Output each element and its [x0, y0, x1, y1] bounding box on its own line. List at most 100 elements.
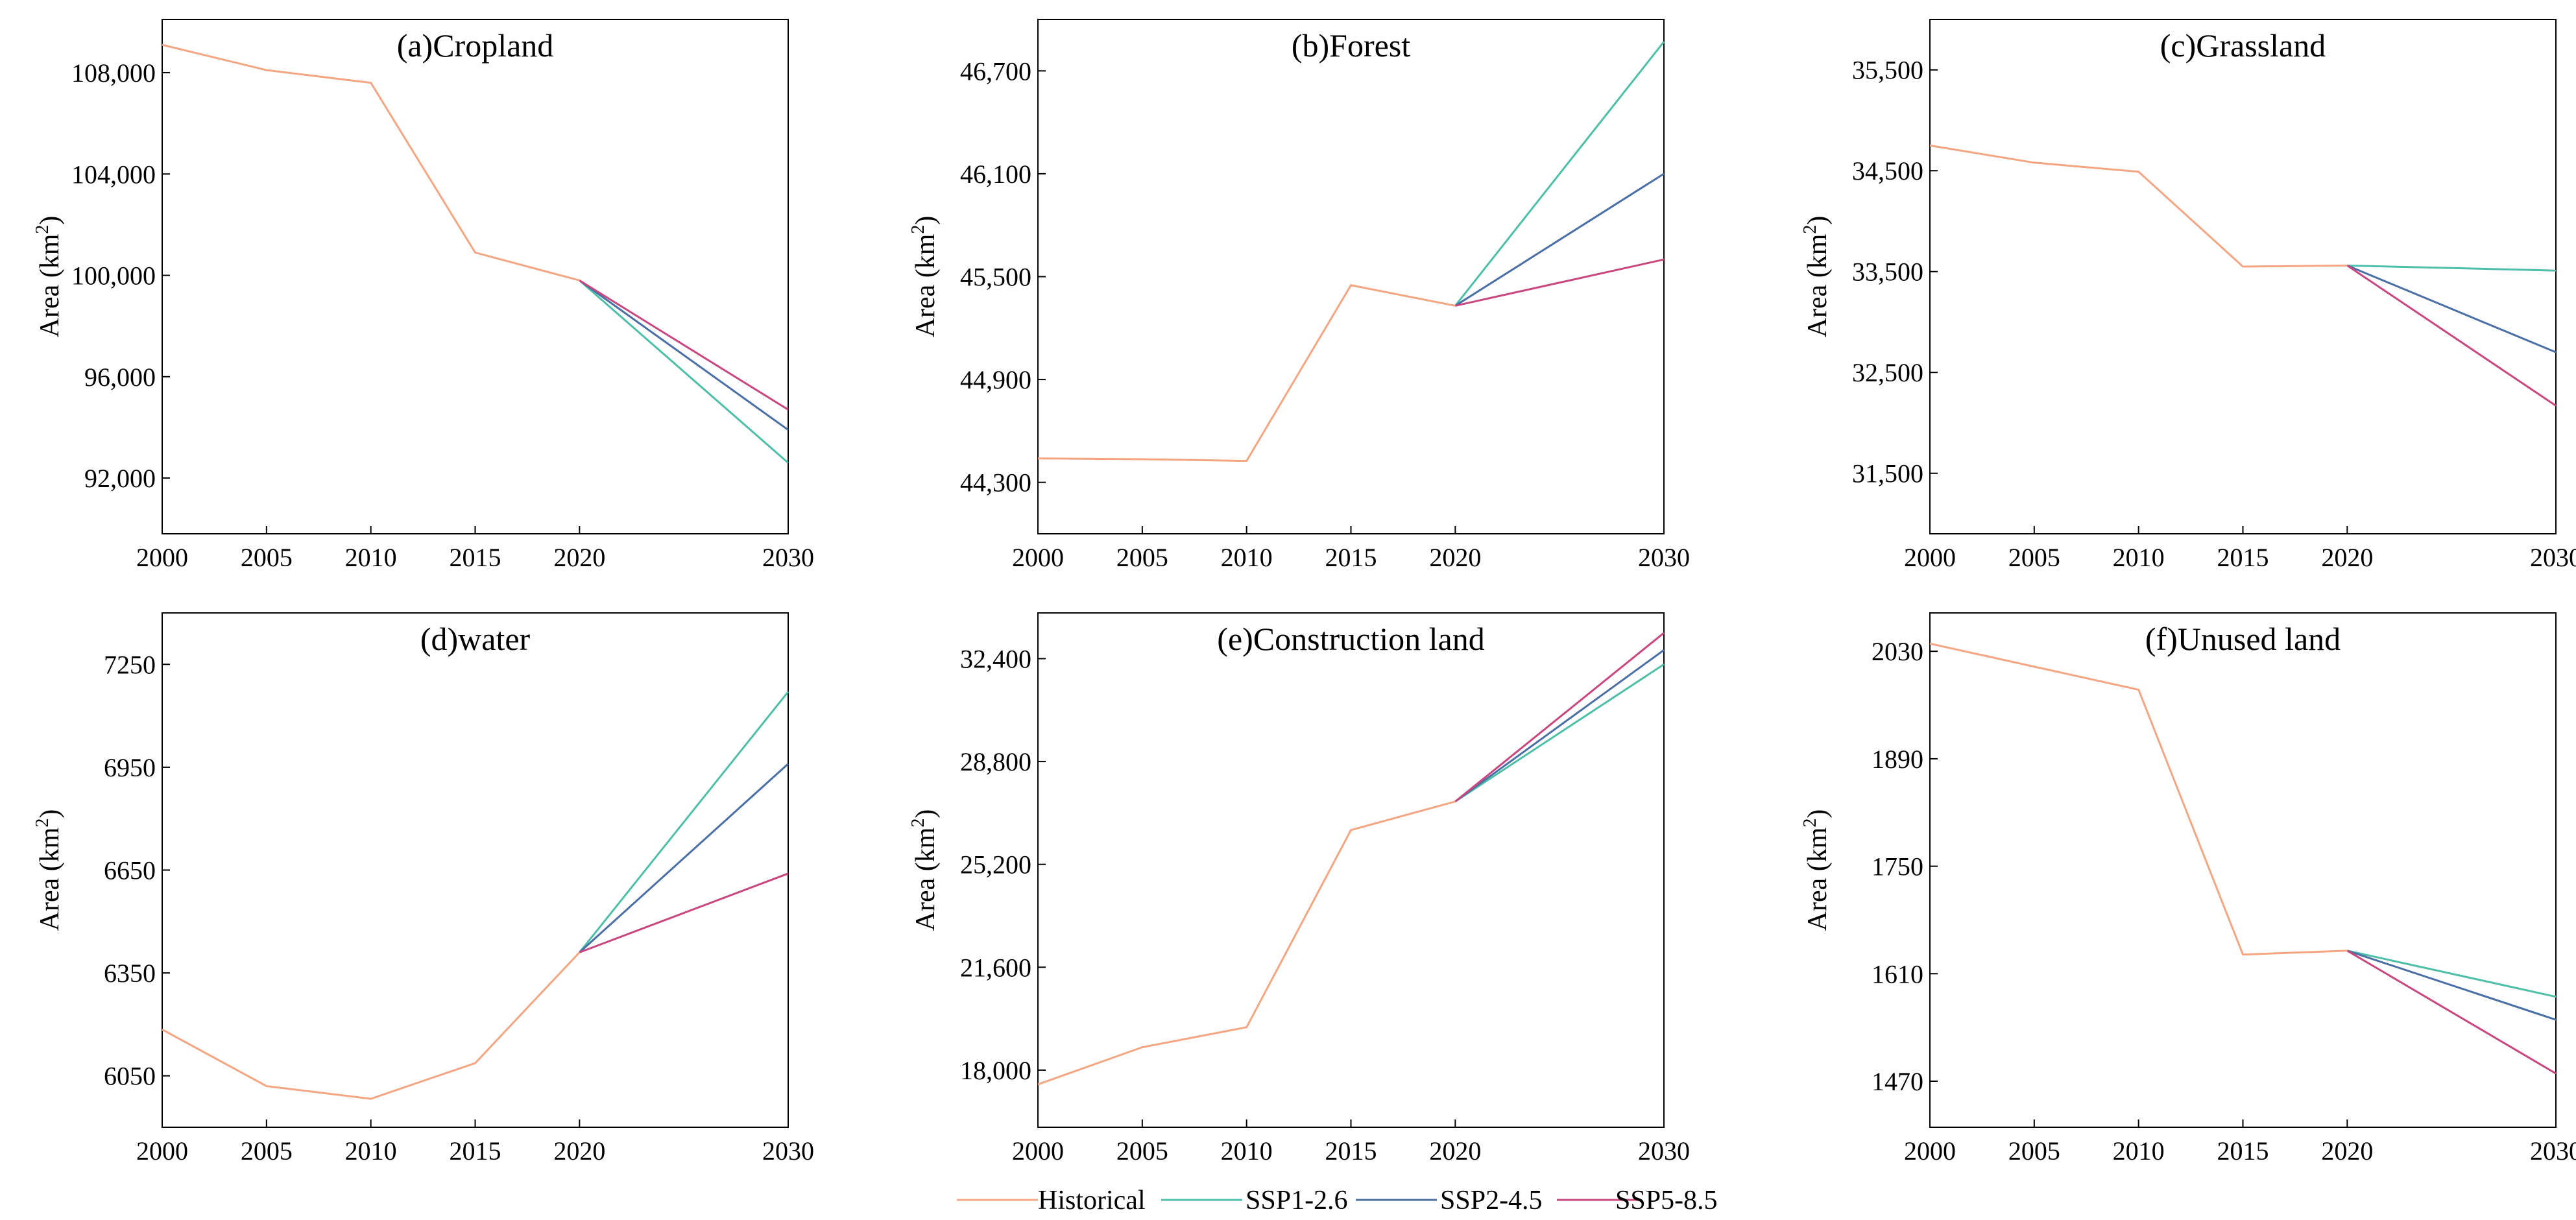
x-tick-label: 2005 [241, 1136, 293, 1166]
x-tick-label: 2000 [1904, 1136, 1956, 1166]
y-tick-label: 28,800 [960, 747, 1031, 776]
series-line-ssp126 [2347, 950, 2557, 998]
y-axis-label-sup: 2 [908, 225, 928, 234]
y-axis-label-sup: 2 [32, 225, 53, 234]
y-tick-label: 31,500 [1852, 459, 1923, 488]
series-line-ssp126 [1454, 41, 1665, 307]
y-tick-label: 1750 [1872, 852, 1923, 881]
y-tick-label: 6950 [104, 753, 156, 782]
y-axis-label-sup: 2 [1800, 225, 1820, 234]
y-axis-label: Area (km2) [32, 216, 65, 338]
chart-panel: 1470 1610 1750 1890 2030 2000 2005 2010 2015 2020… [1800, 612, 2576, 1166]
x-tick-label: 2005 [1116, 1136, 1168, 1166]
series-line-historical [1037, 800, 1456, 1086]
x-tick-label: 2000 [136, 543, 188, 572]
series-line-historical [162, 951, 581, 1100]
x-tick-label: 2005 [241, 543, 293, 572]
panel-title: (f)Unused land [2145, 621, 2341, 657]
series-line-ssp585 [579, 872, 789, 953]
x-tick-label: 2010 [345, 543, 397, 572]
y-tick-label: 45,500 [960, 263, 1031, 292]
y-axis-label-text: Area (km [35, 233, 65, 337]
y-tick-label: 96,000 [84, 363, 156, 392]
y-tick-label: 32,400 [960, 644, 1031, 673]
y-axis-label-text: Area (km [1803, 827, 1833, 931]
y-tick-label: 6350 [104, 959, 156, 988]
y-tick-label: 1610 [1872, 959, 1923, 988]
x-tick-label: 2020 [1429, 1136, 1481, 1166]
series-line-historical [1037, 284, 1456, 462]
x-tick-label: 2020 [2321, 1136, 2373, 1166]
x-tick-label: 2015 [1325, 543, 1377, 572]
series-line-ssp245 [2346, 950, 2557, 1021]
x-tick-label: 2020 [2321, 543, 2373, 572]
y-axis-label-close: ) [35, 216, 65, 225]
x-tick-label: 2010 [1221, 543, 1273, 572]
x-tick-label: 2030 [762, 543, 814, 572]
y-axis-label-sup: 2 [1800, 819, 1820, 828]
series-line-historical [162, 43, 580, 281]
y-axis-label-close: ) [35, 809, 65, 819]
series-line-ssp585 [1455, 258, 1665, 307]
y-axis-label: Area (km2) [908, 809, 941, 931]
plot-frame [162, 612, 789, 1128]
plot-frame [162, 19, 789, 534]
y-tick-label: 108,000 [71, 58, 156, 88]
series-line-historical [1929, 144, 2348, 268]
x-tick-label: 2005 [2008, 1136, 2060, 1166]
y-axis-label: Area (km2) [1800, 809, 1833, 931]
panel-title: (e)Construction land [1217, 621, 1484, 657]
x-tick-label: 2015 [450, 543, 501, 572]
x-tick-label: 2015 [2217, 543, 2269, 572]
y-tick-label: 1890 [1872, 745, 1923, 774]
series-line-ssp245 [579, 280, 789, 431]
x-tick-label: 2030 [1638, 543, 1690, 572]
chart-panel: 44,300 44,900 45,500 46,100 46,700 2000 2005 20… [908, 19, 1690, 572]
series-line-ssp126 [579, 691, 789, 953]
series-line-ssp245 [579, 763, 789, 953]
y-tick-label: 6050 [104, 1062, 156, 1091]
legend-label-historical: Historical [1038, 1186, 1146, 1215]
series-line-ssp245 [1454, 173, 1665, 307]
y-tick-label: 35,500 [1852, 56, 1923, 85]
series-line-ssp245 [2346, 265, 2557, 353]
x-tick-label: 2000 [1012, 1136, 1064, 1166]
y-tick-label: 2030 [1872, 637, 1923, 666]
x-tick-label: 2030 [2530, 1136, 2576, 1166]
series-line-ssp126 [1454, 664, 1665, 803]
y-tick-label: 32,500 [1852, 358, 1923, 387]
x-tick-label: 2010 [2113, 543, 2165, 572]
y-tick-label: 44,900 [960, 365, 1031, 394]
x-tick-label: 2005 [1116, 543, 1168, 572]
series-line-historical [1929, 642, 2348, 956]
x-tick-label: 2015 [2217, 1136, 2269, 1166]
x-tick-label: 2015 [1325, 1136, 1377, 1166]
x-tick-label: 2020 [553, 543, 605, 572]
series-line-ssp245 [1454, 649, 1665, 802]
panel-title: (b)Forest [1292, 27, 1410, 64]
y-tick-label: 100,000 [71, 261, 156, 291]
chart-panel: 6050 6350 6650 6950 7250 2000 2005 2010 2015 2020… [32, 612, 814, 1166]
legend-label-ssp126: SSP1-2.6 [1246, 1186, 1348, 1215]
x-tick-label: 2030 [1638, 1136, 1690, 1166]
x-tick-label: 2005 [2008, 543, 2060, 572]
y-axis-label-text: Area (km [1803, 233, 1833, 337]
x-tick-label: 2000 [136, 1136, 188, 1166]
y-tick-label: 46,700 [960, 56, 1031, 86]
y-tick-label: 21,600 [960, 953, 1031, 982]
x-tick-label: 2015 [450, 1136, 501, 1166]
chart-panel: 31,500 32,500 33,500 34,500 35,500 2000 2005 20… [1800, 19, 2576, 572]
x-tick-label: 2010 [345, 1136, 397, 1166]
series-line-ssp585 [1454, 632, 1665, 802]
y-axis-label-sup: 2 [908, 819, 928, 828]
series-line-ssp126 [2347, 264, 2557, 272]
y-axis-label: Area (km2) [32, 809, 65, 931]
panel-title: (d)water [420, 621, 531, 657]
x-tick-label: 2000 [1012, 543, 1064, 572]
legend: Historical SSP1-2.6 SSP2-4.5 SSP5-8.5 [957, 1186, 1718, 1215]
y-axis-label-close: ) [911, 216, 941, 225]
y-axis-label-text: Area (km [35, 827, 65, 931]
y-tick-label: 18,000 [960, 1056, 1031, 1085]
x-tick-label: 2030 [762, 1136, 814, 1166]
